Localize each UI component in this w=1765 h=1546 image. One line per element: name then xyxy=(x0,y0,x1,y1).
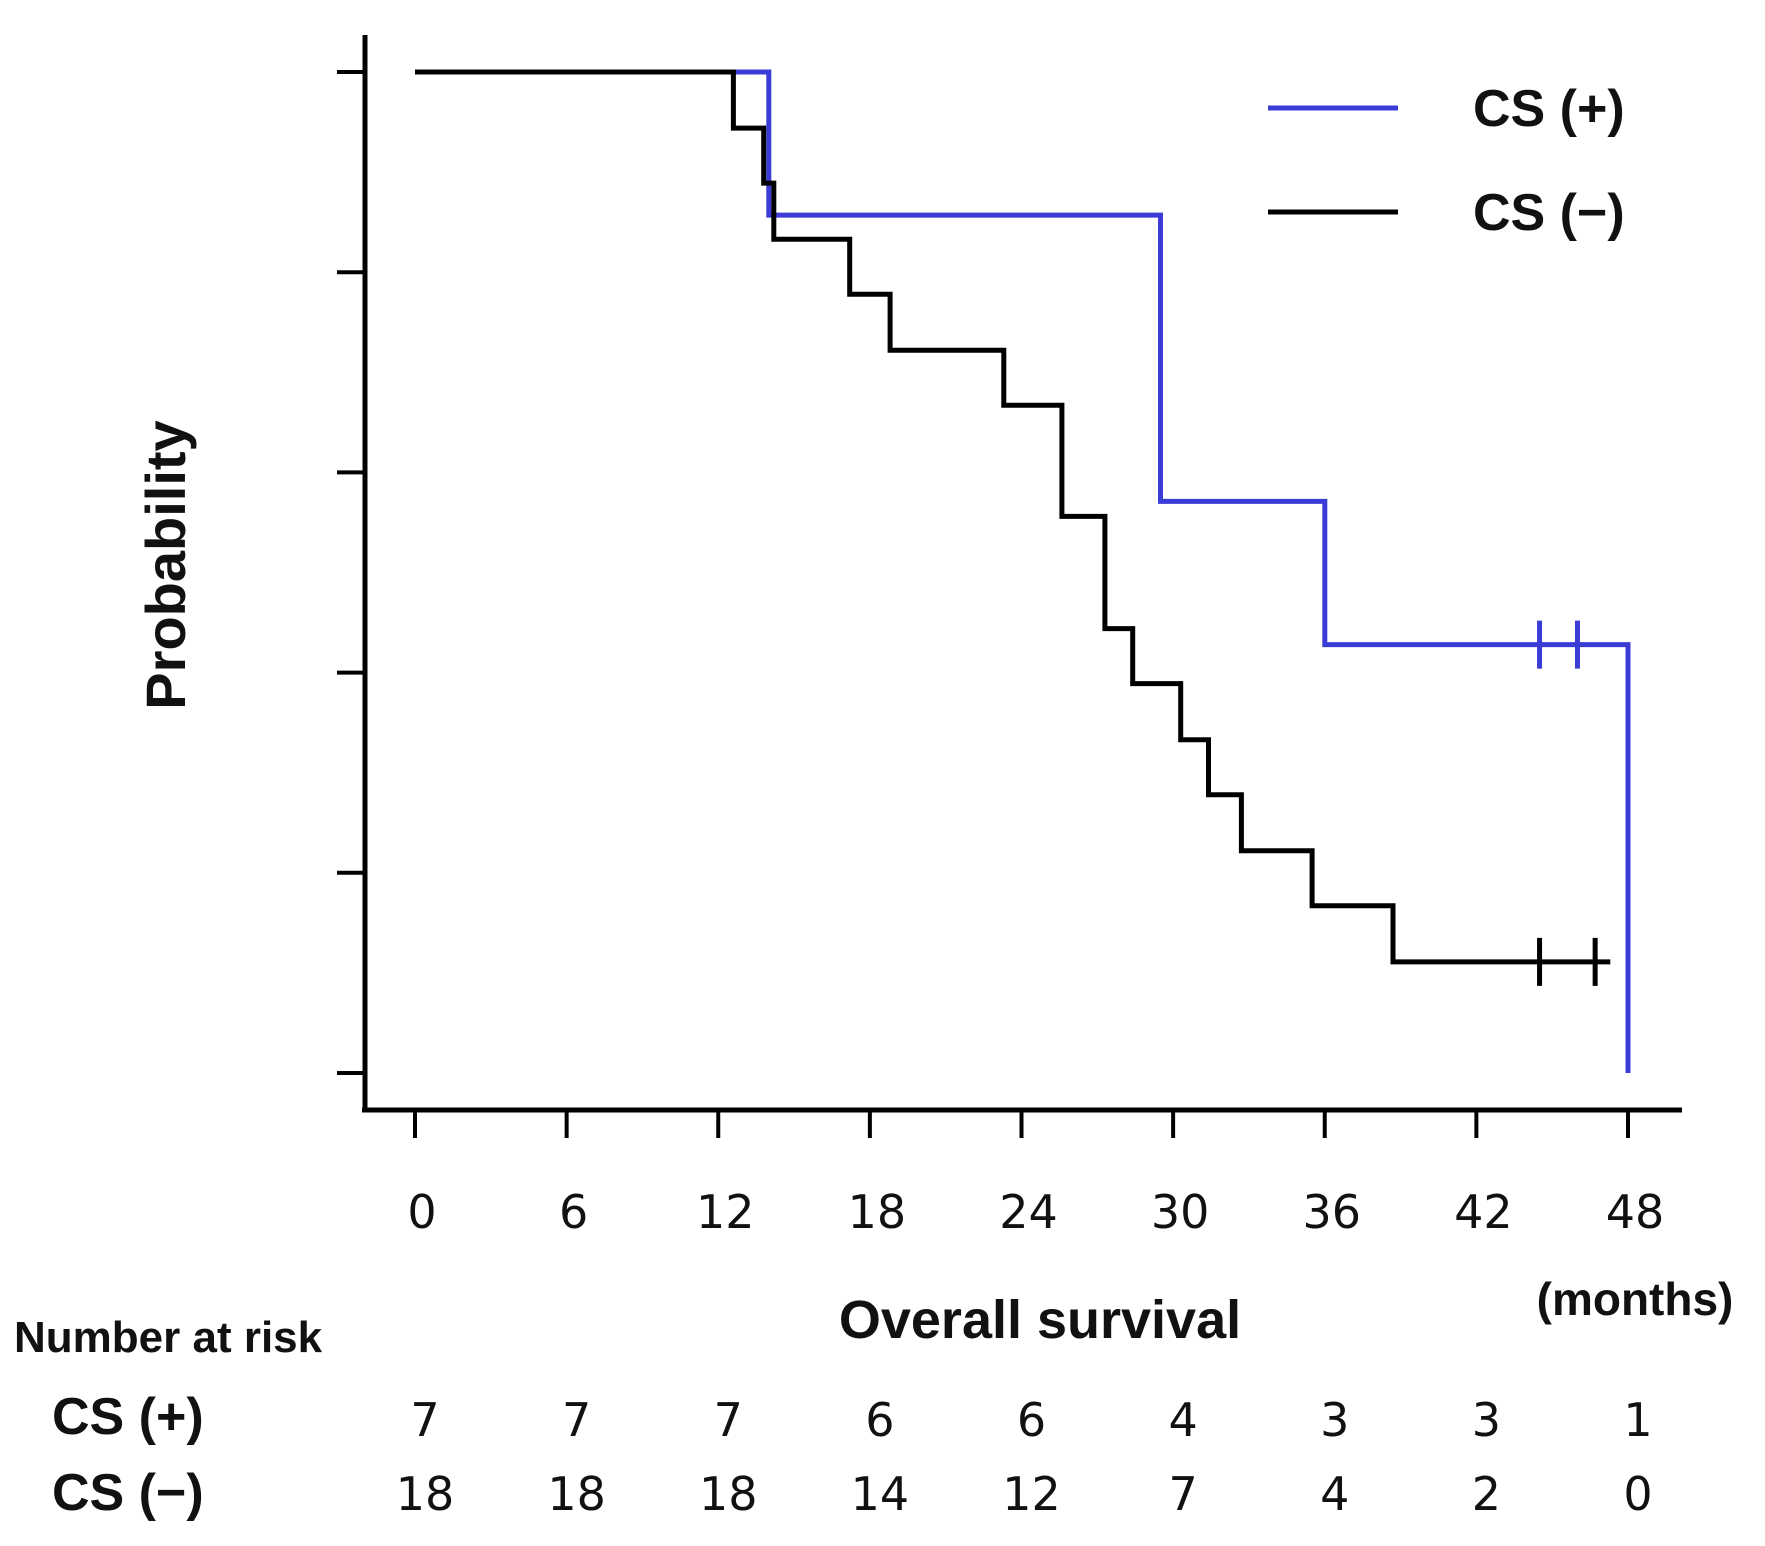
x-tick-label: 42 xyxy=(1454,1185,1513,1239)
x-tick-label: 48 xyxy=(1606,1185,1665,1239)
risk-value: 7 xyxy=(410,1393,439,1447)
x-tick-label: 24 xyxy=(999,1185,1058,1239)
series-line-cs-minus xyxy=(415,69,1611,965)
risk-row-label-cs-minus: CS (−) xyxy=(52,1464,204,1522)
risk-value: 7 xyxy=(1168,1467,1197,1521)
x-tick-label: 30 xyxy=(1151,1185,1210,1239)
risk-value: 3 xyxy=(1320,1393,1349,1447)
risk-value: 1 xyxy=(1623,1393,1652,1447)
risk-value: 4 xyxy=(1168,1393,1197,1447)
x-axis-label: Overall survival xyxy=(839,1290,1241,1350)
series-line-cs-plus xyxy=(415,69,1631,1073)
risk-value: 0 xyxy=(1623,1467,1652,1521)
x-tick-label: 36 xyxy=(1302,1185,1361,1239)
risk-table-title: Number at risk xyxy=(14,1313,323,1362)
risk-value: 12 xyxy=(1002,1467,1061,1521)
y-axis-label: Probability xyxy=(134,420,197,709)
risk-value: 6 xyxy=(1017,1393,1046,1447)
risk-value: 4 xyxy=(1320,1467,1349,1521)
risk-value: 7 xyxy=(562,1393,591,1447)
x-tick-label: 0 xyxy=(407,1185,436,1239)
x-unit-label: (months) xyxy=(1537,1273,1734,1325)
legend-label-cs-minus: CS (−) xyxy=(1473,184,1625,242)
x-tick-label: 12 xyxy=(696,1185,755,1239)
risk-value: 18 xyxy=(396,1467,455,1521)
risk-value: 14 xyxy=(851,1467,910,1521)
risk-row-label-cs-plus: CS (+) xyxy=(52,1388,204,1446)
risk-value: 2 xyxy=(1472,1467,1501,1521)
risk-value: 7 xyxy=(714,1393,743,1447)
risk-value: 18 xyxy=(699,1467,758,1521)
x-tick-label: 18 xyxy=(848,1185,907,1239)
risk-value: 6 xyxy=(865,1393,894,1447)
legend-label-cs-plus: CS (+) xyxy=(1473,80,1625,138)
risk-value: 3 xyxy=(1472,1393,1501,1447)
legend: CS (+) CS (−) xyxy=(1268,80,1625,242)
risk-value: 18 xyxy=(547,1467,606,1521)
x-tick-label: 6 xyxy=(559,1185,588,1239)
